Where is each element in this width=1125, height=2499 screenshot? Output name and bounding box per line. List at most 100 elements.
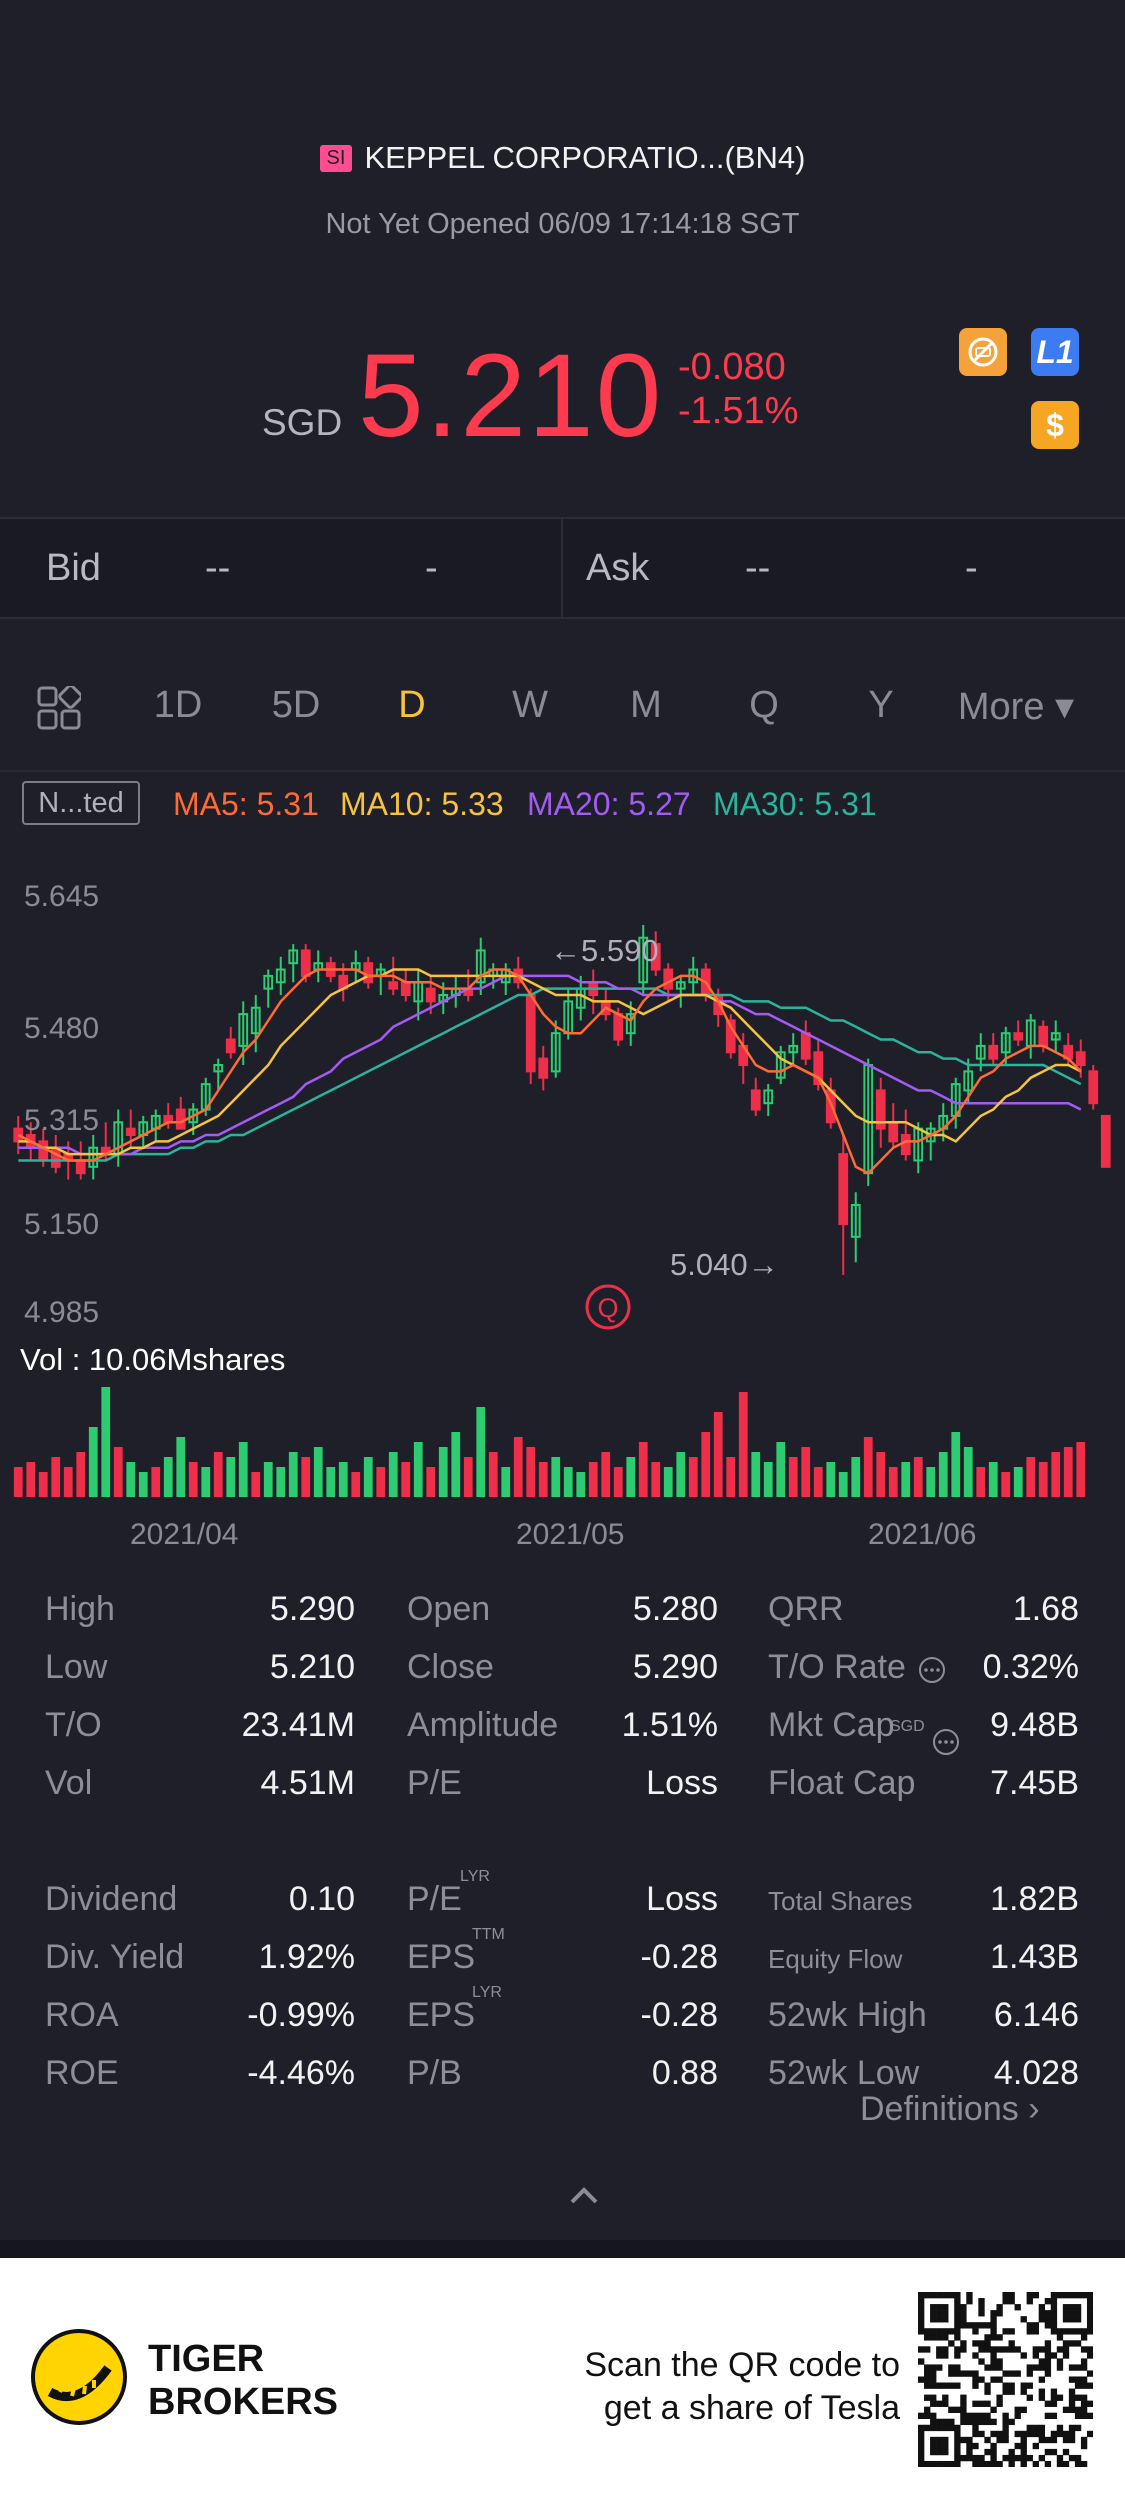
candle-body <box>250 1006 261 1035</box>
stat-value: 7.45B <box>990 1764 1079 1802</box>
stat-label: Low <box>45 1648 108 1686</box>
tab-q[interactable]: Q <box>749 684 779 726</box>
stat-value: 0.32% <box>982 1648 1079 1686</box>
volume-bar <box>963 1447 973 1497</box>
volume-bar <box>1001 1472 1011 1497</box>
volume-bar <box>338 1462 348 1497</box>
ma10-label: MA10: 5.33 <box>340 786 504 822</box>
volume-bar <box>813 1467 823 1497</box>
volume-bar <box>301 1457 311 1497</box>
volume-bar <box>713 1412 723 1497</box>
stat-label: QRR <box>768 1590 844 1628</box>
volume-bar <box>388 1452 398 1497</box>
stat-value: Loss <box>646 1764 718 1802</box>
volume-bar <box>838 1472 848 1497</box>
stat-value: 5.290 <box>269 1590 355 1628</box>
definitions-link[interactable]: Definitions › <box>860 2090 1040 2129</box>
stat-label: High <box>45 1590 115 1628</box>
stats-panel: High 5.290 Open 5.280 QRR 1.68 Low 5.210 Close 5.… <box>0 1590 1125 2170</box>
stat-value: 6.146 <box>993 1996 1079 2034</box>
stat-value: 0.10 <box>288 1880 355 1918</box>
candle-body <box>400 981 411 997</box>
volume-bar <box>463 1457 473 1497</box>
stat-label: Close <box>407 1648 494 1686</box>
bid-price: -- <box>205 547 231 589</box>
volume-bar <box>426 1467 436 1497</box>
volume-bar <box>288 1452 298 1497</box>
dollar-icon[interactable]: $ <box>1031 401 1079 449</box>
ma30-label: MA30: 5.31 <box>713 786 877 822</box>
stat-label: T/O <box>45 1706 102 1744</box>
volume-bar <box>138 1472 148 1497</box>
candle-body <box>75 1159 86 1175</box>
tab-d[interactable]: D <box>398 684 426 726</box>
x-tick: 2021/04 <box>130 1518 238 1551</box>
low-marker: 5.040→ <box>670 1247 779 1282</box>
pe-lyr-sup: LYR <box>460 1868 490 1885</box>
info-icon[interactable] <box>932 1728 960 1761</box>
tab-more[interactable]: More ▾ <box>957 686 1075 728</box>
qr-code <box>918 2292 1093 2467</box>
candle-body <box>838 1153 849 1226</box>
grid-layout-icon[interactable] <box>37 684 83 735</box>
candle-body <box>988 1044 999 1060</box>
ma30-line <box>18 987 1082 1162</box>
volume-bar <box>663 1467 673 1497</box>
candle-body <box>50 1146 61 1168</box>
price-change: -0.080 -1.51% <box>678 345 798 434</box>
period-tabs: 1D 5D D W M Q Y More ▾ <box>0 640 1125 772</box>
tab-w[interactable]: W <box>512 684 548 726</box>
candle-body <box>1000 1032 1011 1054</box>
volume-bar <box>876 1452 886 1497</box>
tab-5d[interactable]: 5D <box>271 684 321 726</box>
info-icon[interactable] <box>918 1656 946 1689</box>
tab-1d[interactable]: 1D <box>153 684 203 726</box>
l1-icon[interactable]: L1 <box>1031 328 1079 376</box>
volume-bar <box>751 1452 761 1497</box>
volume-bar <box>588 1462 598 1497</box>
volume-bar <box>401 1462 411 1497</box>
bid-label: Bid <box>46 547 101 589</box>
stat-value: 1.43B <box>990 1938 1079 1976</box>
candle-body <box>238 1013 249 1047</box>
volume-bar <box>313 1447 323 1497</box>
stat-value: 23.41M <box>241 1706 355 1744</box>
candle-body <box>800 1032 811 1060</box>
volume-bar <box>26 1462 36 1497</box>
adjust-mode-button[interactable]: N...ted <box>22 781 140 825</box>
candlestick-chart[interactable]: 5.645 5.480 5.315 5.150 4.985 ←5.590 5.0… <box>0 860 1125 1560</box>
change-value: -0.080 <box>678 346 786 388</box>
stat-label: P/E <box>407 1764 462 1802</box>
volume-bar <box>913 1457 923 1497</box>
volume-bar <box>863 1437 873 1497</box>
stock-title[interactable]: SI KEPPEL CORPORATIO...(BN4) <box>0 140 1125 176</box>
stat-label: T/O Rate <box>768 1648 906 1686</box>
volume-bar <box>438 1447 448 1497</box>
candle-body <box>875 1089 886 1130</box>
volume-bar <box>976 1467 986 1497</box>
stat-label: Equity Flow <box>768 1944 903 1974</box>
no-trade-icon[interactable] <box>959 328 1007 376</box>
volume-bar <box>563 1467 573 1497</box>
volume-bar <box>1076 1442 1086 1497</box>
stock-name: KEPPEL CORPORATIO...(BN4) <box>364 140 806 175</box>
ma10-line <box>18 968 1082 1156</box>
chevron-up-icon[interactable] <box>562 2180 607 2210</box>
stat-label: Total Shares <box>768 1886 913 1916</box>
candle-body <box>388 981 399 990</box>
candle-body <box>475 949 486 984</box>
volume-bar <box>88 1427 98 1497</box>
stat-value: 1.82B <box>990 1880 1079 1918</box>
candle-body <box>1050 1032 1061 1041</box>
stat-label: 52wk Low <box>768 2054 920 2092</box>
tab-y[interactable]: Y <box>868 684 894 726</box>
tab-m[interactable]: M <box>630 684 662 726</box>
stat-label: Open <box>407 1590 491 1628</box>
volume-bar <box>251 1472 261 1497</box>
volume-bar <box>226 1457 236 1497</box>
volume-bar <box>176 1437 186 1497</box>
candle-body <box>538 1057 549 1079</box>
volume-bar <box>276 1467 286 1497</box>
quarter-marker-icon[interactable]: Q <box>585 1284 631 1330</box>
stat-value: 4.028 <box>993 2054 1079 2092</box>
